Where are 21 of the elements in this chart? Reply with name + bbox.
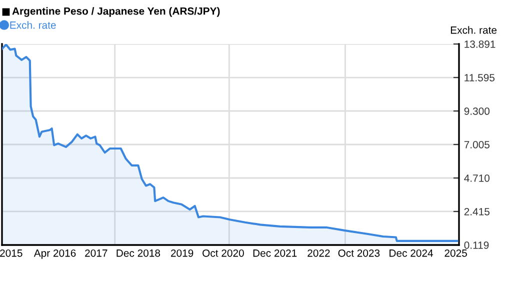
- y-tick-label: 9.300: [464, 108, 490, 115]
- y-tick-label: 2.415: [464, 208, 490, 216]
- y-axis-title: Exch. rate: [450, 26, 497, 34]
- y-tick-label: 4.710: [464, 174, 490, 182]
- y-tick-label: 13.891: [464, 40, 496, 48]
- x-tick-label: 2015: [0, 249, 22, 257]
- x-tick-label: Apr 2016: [34, 249, 76, 259]
- x-tick-label: Oct 2023: [338, 249, 380, 257]
- x-tick-label: Dec 2018: [116, 249, 160, 257]
- x-tick-label: 2022: [308, 249, 330, 257]
- y-tick-label: 7.005: [464, 141, 490, 148]
- x-tick-label: 2017: [85, 249, 108, 257]
- x-tick-label: 2025: [444, 249, 467, 257]
- y-tick-label: 11.595: [464, 74, 495, 82]
- x-tick-label: Dec 2021: [253, 249, 297, 257]
- x-tick-label: Dec 2024: [390, 249, 434, 257]
- chart-title: Argentine Peso / Japanese Yen (ARS/JPY): [12, 7, 220, 17]
- x-tick-label: 2019: [170, 249, 194, 257]
- x-tick-label: Oct 2020: [202, 249, 244, 257]
- y-tick-label: 0.119: [464, 242, 489, 249]
- legend-label: Exch. rate: [10, 21, 56, 29]
